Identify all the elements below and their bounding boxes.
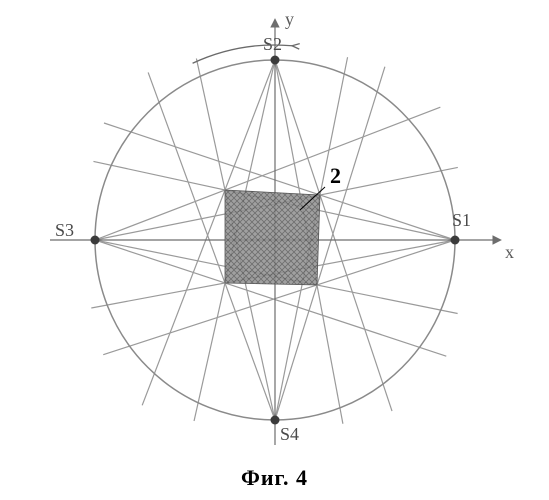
x-axis-label: x xyxy=(505,242,514,262)
source-label-S1: S1 xyxy=(452,210,471,230)
source-label-S3: S3 xyxy=(55,220,74,240)
figure-caption: Фиг. 4 xyxy=(0,465,549,491)
direction-arrowhead xyxy=(292,44,300,49)
roi-label: 2 xyxy=(330,163,341,188)
source-point-S1 xyxy=(451,236,460,245)
source-label-S2: S2 xyxy=(263,34,282,54)
source-point-S3 xyxy=(91,236,100,245)
source-point-S4 xyxy=(271,416,280,425)
diagram-svg: x y 2 S1 S2 S3 S4 xyxy=(0,0,549,500)
source-point-S2 xyxy=(271,56,280,65)
source-label-S4: S4 xyxy=(280,424,299,444)
figure-container: x y 2 S1 S2 S3 S4 Фиг. 4 xyxy=(0,0,549,500)
y-axis-label: y xyxy=(285,9,294,29)
